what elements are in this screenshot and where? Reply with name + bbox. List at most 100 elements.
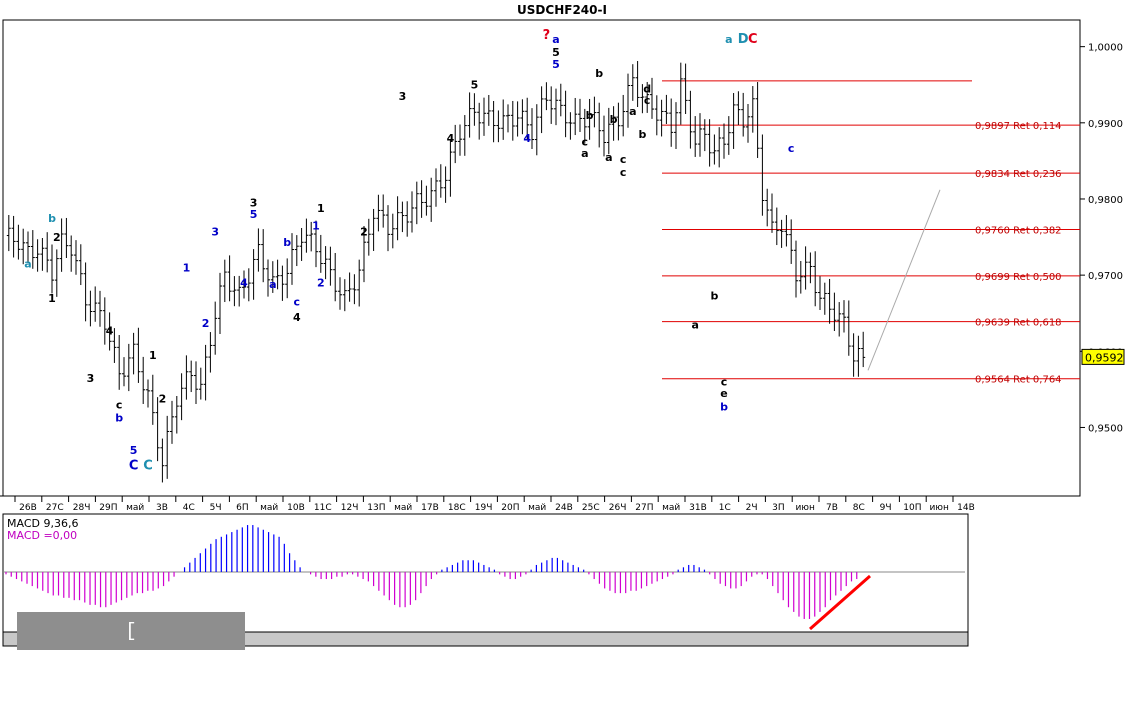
wave-label: b — [720, 401, 728, 414]
price-bar — [736, 91, 741, 125]
price-bar — [333, 252, 338, 302]
wave-label: b — [710, 290, 718, 303]
wave-label: c — [788, 142, 795, 155]
price-bar — [266, 259, 270, 297]
time-tick-label: 11С — [314, 503, 332, 513]
price-bar — [102, 297, 107, 345]
price-bar — [386, 205, 390, 252]
price-bar — [794, 240, 798, 298]
price-bar — [621, 94, 626, 137]
price-bar — [309, 221, 314, 252]
price-bar — [122, 357, 126, 387]
price-bar — [136, 327, 141, 383]
price-bar — [755, 82, 760, 158]
price-bar — [218, 272, 222, 334]
wave-label: e — [720, 387, 727, 400]
price-bar — [467, 92, 472, 138]
price-bar — [160, 438, 165, 483]
price-bar — [789, 219, 794, 264]
price-bar — [683, 63, 688, 115]
fib-level-label: 0,9564 Ret 0,764 — [975, 375, 1062, 386]
price-bar — [314, 220, 318, 268]
chart-canvas: USDCHF240-I 0,9897 Ret 0,114 0,9834 Ret 0… — [0, 3, 1125, 718]
price-bar — [198, 367, 203, 400]
wave-label: 3 — [399, 90, 407, 103]
price-bar — [294, 235, 299, 267]
fib-level-label: 0,9639 Ret 0,618 — [975, 318, 1062, 329]
price-bar — [712, 134, 717, 165]
wave-label: 2 — [317, 277, 325, 290]
wave-label: c — [582, 136, 589, 149]
price-bar — [611, 106, 616, 141]
time-tick-label: май — [126, 503, 144, 513]
price-bar — [458, 124, 462, 156]
price-bar — [45, 232, 50, 273]
price-bar — [832, 292, 837, 331]
price-bar — [98, 290, 102, 327]
time-tick-label: май — [528, 503, 546, 513]
wave-label: 2 — [360, 226, 368, 239]
price-bar — [482, 97, 486, 136]
wave-label: 1 — [48, 292, 56, 305]
macd-trend-line — [809, 574, 871, 631]
price-bar — [78, 244, 83, 286]
wave-label: 5 — [552, 46, 560, 59]
price-bar — [635, 61, 640, 107]
price-bar — [640, 84, 645, 114]
price-bar — [453, 124, 458, 164]
price-bar — [170, 400, 174, 444]
wave-label: a — [24, 258, 31, 271]
price-bar — [366, 218, 371, 256]
price-bar — [429, 177, 434, 222]
price-bar — [602, 115, 606, 157]
watermark: [ www.instaforex.com ] — [17, 612, 245, 718]
time-tick-label: 7В — [826, 503, 838, 513]
wave-label: a — [629, 105, 636, 118]
price-bar — [659, 99, 664, 137]
price-bar — [842, 300, 846, 333]
price-tick-label: 0,9900 — [1088, 119, 1123, 130]
price-bar — [741, 92, 746, 137]
time-tick-label: 28Ч — [73, 503, 91, 513]
price-bar — [146, 379, 150, 408]
time-tick-label: 10В — [287, 503, 305, 513]
time-tick-label: 6П — [236, 503, 249, 513]
price-bar — [410, 191, 414, 233]
price-bar — [213, 301, 218, 355]
price-bar — [299, 228, 304, 261]
time-tick-label: 20П — [501, 503, 519, 513]
price-bar — [587, 98, 592, 140]
price-bar — [472, 93, 477, 126]
current-price-label: 0,9592 — [1085, 351, 1124, 364]
price-bar — [510, 100, 515, 141]
price-bar — [784, 215, 789, 247]
price-bar — [573, 97, 578, 136]
wave-label: C — [143, 458, 153, 473]
price-bar — [606, 107, 611, 155]
wave-label: 5 — [552, 58, 560, 71]
wave-label: 3 — [211, 226, 219, 239]
wave-label: a — [552, 33, 559, 46]
price-bar — [592, 96, 597, 128]
price-bar — [822, 282, 827, 315]
price-bar — [390, 213, 395, 249]
price-bar — [342, 279, 347, 312]
price-bar — [515, 101, 520, 137]
price-bar — [40, 237, 45, 271]
price-bar — [290, 233, 294, 285]
price-bar — [462, 115, 467, 156]
wave-label: c — [116, 398, 123, 411]
price-bar — [813, 251, 818, 307]
price-bar — [582, 108, 587, 144]
wave-label: 4 — [293, 311, 301, 324]
price-bar — [93, 286, 98, 322]
price-bar — [779, 219, 784, 248]
price-bar — [275, 259, 280, 290]
price-bar — [846, 300, 851, 356]
wave-label: 2 — [159, 392, 167, 405]
price-bar — [222, 259, 227, 303]
price-bar — [261, 229, 266, 283]
price-bar — [74, 240, 78, 275]
time-tick-label: май — [394, 503, 412, 513]
time-tick-label: май — [662, 503, 680, 513]
